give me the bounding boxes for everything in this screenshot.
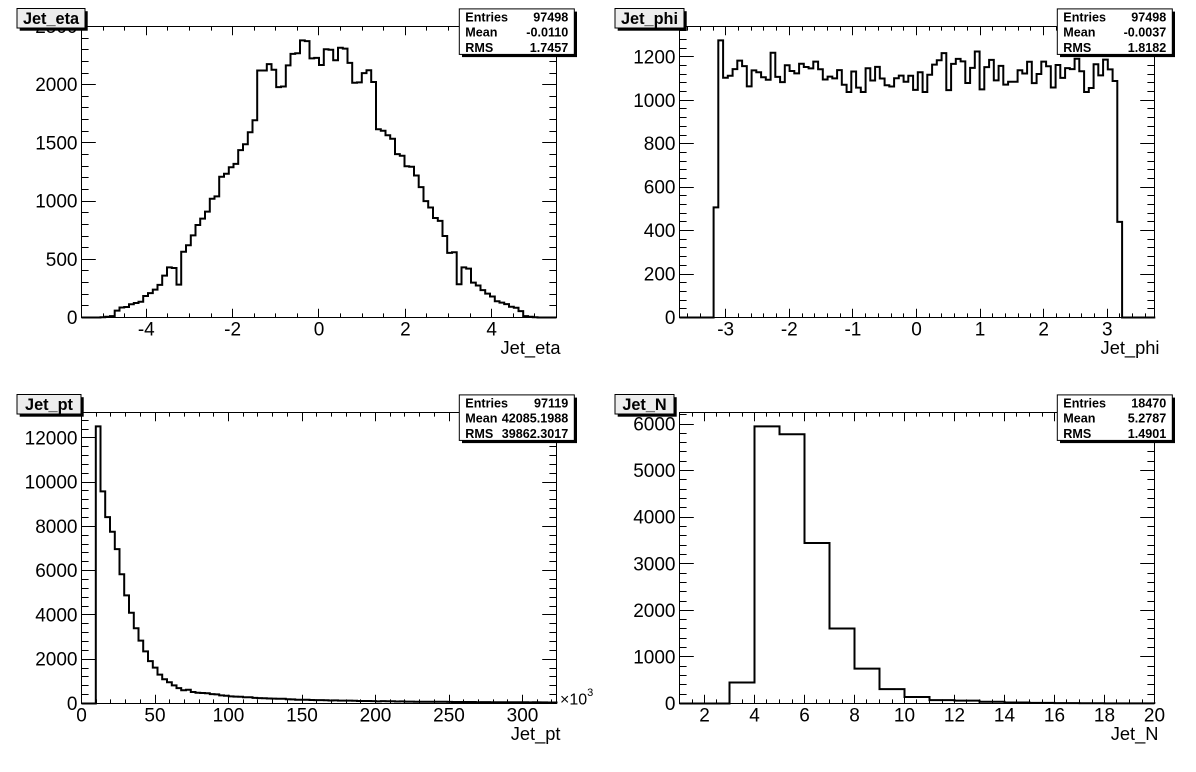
svg-text:42085.1988: 42085.1988 bbox=[502, 412, 569, 426]
svg-text:0: 0 bbox=[911, 320, 922, 341]
svg-text:-0.0110: -0.0110 bbox=[526, 26, 568, 40]
svg-text:97498: 97498 bbox=[533, 11, 568, 25]
svg-text:1: 1 bbox=[975, 320, 986, 341]
svg-text:Jet_N: Jet_N bbox=[622, 396, 666, 414]
svg-text:16: 16 bbox=[1044, 706, 1065, 727]
svg-text:97498: 97498 bbox=[1131, 11, 1166, 25]
svg-text:97119: 97119 bbox=[534, 397, 568, 411]
svg-text:12: 12 bbox=[944, 706, 965, 727]
svg-text:1.7457: 1.7457 bbox=[530, 41, 569, 55]
svg-text:200: 200 bbox=[360, 706, 392, 727]
svg-text:12000: 12000 bbox=[25, 428, 78, 449]
svg-text:2: 2 bbox=[699, 706, 710, 727]
svg-text:Jet_N: Jet_N bbox=[1111, 723, 1159, 745]
svg-text:1000: 1000 bbox=[35, 192, 77, 213]
svg-text:0: 0 bbox=[665, 694, 676, 715]
svg-text:18470: 18470 bbox=[1131, 397, 1166, 411]
svg-text:1000: 1000 bbox=[633, 647, 675, 668]
svg-text:2000: 2000 bbox=[633, 601, 675, 622]
svg-text:Jet_phi: Jet_phi bbox=[621, 10, 678, 28]
svg-text:Entries: Entries bbox=[465, 11, 508, 25]
svg-text:600: 600 bbox=[644, 178, 676, 199]
svg-text:8: 8 bbox=[849, 706, 860, 727]
svg-text:2000: 2000 bbox=[35, 650, 77, 671]
svg-text:6: 6 bbox=[799, 706, 810, 727]
svg-text:4: 4 bbox=[486, 320, 497, 341]
svg-text:-4: -4 bbox=[138, 320, 155, 341]
svg-text:0: 0 bbox=[665, 308, 676, 329]
svg-text:4: 4 bbox=[749, 706, 760, 727]
svg-text:Mean: Mean bbox=[1063, 412, 1095, 426]
svg-text:0: 0 bbox=[76, 706, 87, 727]
svg-text:50: 50 bbox=[144, 706, 165, 727]
svg-text:200: 200 bbox=[644, 265, 676, 286]
svg-text:1200: 1200 bbox=[633, 47, 675, 68]
svg-text:500: 500 bbox=[46, 250, 78, 271]
svg-text:Jet_eta: Jet_eta bbox=[23, 10, 80, 28]
svg-text:Mean: Mean bbox=[465, 412, 497, 426]
svg-text:2: 2 bbox=[400, 320, 411, 341]
svg-text:RMS: RMS bbox=[465, 41, 493, 55]
svg-text:5000: 5000 bbox=[633, 461, 675, 482]
svg-text:18: 18 bbox=[1094, 706, 1115, 727]
svg-text:Jet_eta: Jet_eta bbox=[501, 337, 562, 359]
svg-text:1.4901: 1.4901 bbox=[1128, 427, 1167, 441]
svg-text:0: 0 bbox=[67, 694, 78, 715]
svg-text:14: 14 bbox=[994, 706, 1016, 727]
svg-text:-1: -1 bbox=[844, 320, 861, 341]
svg-text:RMS: RMS bbox=[1063, 427, 1091, 441]
svg-text:Jet_pt: Jet_pt bbox=[25, 396, 74, 414]
svg-text:3: 3 bbox=[1102, 320, 1113, 341]
svg-text:800: 800 bbox=[644, 134, 676, 155]
svg-text:-3: -3 bbox=[717, 320, 734, 341]
svg-text:1000: 1000 bbox=[633, 91, 675, 112]
svg-text:-2: -2 bbox=[224, 320, 241, 341]
svg-text:0: 0 bbox=[67, 308, 78, 329]
svg-text:Mean: Mean bbox=[465, 26, 497, 40]
svg-text:100: 100 bbox=[213, 706, 245, 727]
svg-text:6000: 6000 bbox=[633, 415, 675, 436]
svg-text:2: 2 bbox=[1038, 320, 1049, 341]
svg-text:4000: 4000 bbox=[35, 606, 77, 627]
svg-text:300: 300 bbox=[507, 706, 539, 727]
svg-text:0: 0 bbox=[314, 320, 325, 341]
svg-text:250: 250 bbox=[433, 706, 465, 727]
svg-text:150: 150 bbox=[286, 706, 318, 727]
svg-text:10: 10 bbox=[894, 706, 915, 727]
svg-text:8000: 8000 bbox=[35, 517, 77, 538]
svg-text:1.8182: 1.8182 bbox=[1128, 41, 1167, 55]
svg-text:×103: ×103 bbox=[560, 687, 593, 709]
svg-text:4000: 4000 bbox=[633, 508, 675, 529]
svg-text:2000: 2000 bbox=[35, 75, 77, 96]
svg-text:Jet_phi: Jet_phi bbox=[1101, 337, 1160, 359]
svg-text:Entries: Entries bbox=[1063, 397, 1106, 411]
svg-text:RMS: RMS bbox=[1063, 41, 1091, 55]
svg-text:400: 400 bbox=[644, 221, 676, 242]
svg-text:1500: 1500 bbox=[35, 133, 77, 154]
svg-text:10000: 10000 bbox=[25, 473, 78, 494]
svg-text:Entries: Entries bbox=[1063, 11, 1106, 25]
svg-text:3000: 3000 bbox=[633, 554, 675, 575]
svg-text:39862.3017: 39862.3017 bbox=[502, 427, 569, 441]
svg-text:5.2787: 5.2787 bbox=[1128, 412, 1167, 426]
svg-text:6000: 6000 bbox=[35, 561, 77, 582]
svg-text:Entries: Entries bbox=[465, 397, 508, 411]
svg-text:RMS: RMS bbox=[465, 427, 493, 441]
svg-text:Mean: Mean bbox=[1063, 26, 1095, 40]
svg-text:20: 20 bbox=[1144, 706, 1165, 727]
svg-text:-0.0037: -0.0037 bbox=[1124, 26, 1167, 40]
svg-text:Jet_pt: Jet_pt bbox=[511, 723, 561, 745]
svg-text:-2: -2 bbox=[781, 320, 798, 341]
